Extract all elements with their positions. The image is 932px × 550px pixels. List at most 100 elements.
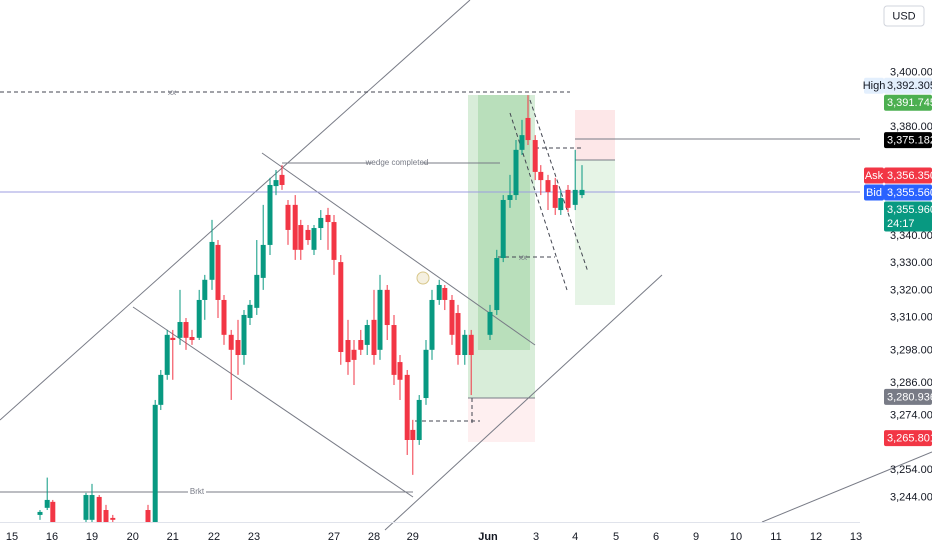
candle-body	[552, 184, 558, 208]
short-target-zone	[575, 160, 615, 305]
y-tick-label: 3,298.000	[890, 344, 932, 356]
candle-body	[558, 198, 564, 211]
candle-body	[260, 244, 266, 278]
candle-body	[384, 289, 390, 326]
candle-body	[351, 349, 357, 360]
channel-lower	[384, 274, 663, 531]
y-tick-label: 3,340.000	[890, 230, 932, 242]
candle	[423, 340, 429, 405]
candle	[89, 483, 95, 522]
candle-body	[202, 279, 208, 300]
candle-body	[545, 180, 551, 193]
candle-body	[494, 258, 500, 311]
y-tick-label: 3,330.000	[890, 257, 932, 269]
candle	[96, 495, 102, 522]
candle	[221, 295, 227, 345]
candle-body	[423, 349, 429, 399]
short-stop-zone	[575, 110, 615, 160]
candle-body	[183, 322, 189, 338]
candle-body	[103, 510, 109, 522]
candle-body	[565, 189, 571, 208]
candle-body	[311, 228, 317, 250]
x-tick-label: 6	[653, 531, 659, 543]
candle-body	[429, 299, 435, 350]
candle	[285, 199, 291, 245]
candle	[579, 165, 585, 199]
data-layer: 15 16 19 20 21 22 23 27 28 29 Jun 3 4 5 6 9 10 11 12 13 3,24…	[6, 66, 932, 543]
candle	[164, 329, 170, 380]
candle-body	[318, 217, 324, 229]
candle	[298, 219, 304, 260]
candle	[416, 395, 422, 445]
candle-body	[292, 204, 298, 250]
candle	[338, 255, 344, 365]
currency-label[interactable]: USD	[892, 10, 915, 22]
candle	[558, 189, 564, 215]
candle-body	[196, 299, 202, 338]
x-tick-label: Jun	[478, 531, 498, 543]
candle	[436, 279, 442, 305]
currency-button[interactable]	[883, 5, 925, 27]
candle	[462, 329, 468, 365]
candle-body	[83, 495, 89, 520]
x-tick-label: 5	[613, 531, 619, 543]
candle	[325, 207, 331, 250]
candle-body	[158, 374, 164, 405]
trend-line	[761, 451, 932, 523]
x-tick-label: 21	[167, 531, 179, 543]
wedge-lower	[132, 306, 414, 498]
annotation: xx	[168, 88, 176, 97]
candle	[358, 329, 364, 355]
price-label: 3,355.560	[887, 187, 932, 199]
candle-body	[416, 399, 422, 440]
candle	[209, 219, 215, 290]
x-tick-label: 29	[407, 531, 419, 543]
y-tick-label: 3,400.000	[890, 66, 932, 78]
price-label-box	[884, 201, 932, 232]
candle	[152, 399, 158, 522]
candle	[241, 310, 247, 365]
candle	[538, 165, 544, 196]
price-label: 3,375.182	[887, 134, 932, 146]
candle	[267, 177, 273, 256]
candle	[468, 329, 474, 396]
price-label-box	[884, 167, 932, 184]
candle	[442, 284, 448, 311]
candle	[532, 135, 538, 181]
price-label-box	[884, 430, 932, 447]
candle	[318, 210, 324, 241]
candle	[572, 149, 578, 211]
price-label-box	[884, 388, 932, 405]
candle	[364, 319, 370, 355]
candle-body	[468, 334, 474, 355]
candle	[44, 477, 50, 511]
price-label: 3,280.936	[887, 391, 932, 403]
x-tick-label: 27	[328, 531, 340, 543]
candle-body	[228, 334, 234, 350]
candle-body	[254, 274, 260, 308]
candle-body	[285, 204, 291, 230]
logo	[416, 271, 430, 285]
price-label: 3,391.745	[887, 97, 932, 109]
candle-body	[325, 214, 331, 223]
candle	[177, 289, 183, 345]
candle-body	[579, 189, 585, 196]
candle	[455, 304, 461, 365]
x-tick-label: 11	[770, 531, 781, 543]
price-label: 3,392.305	[887, 80, 932, 92]
y-tick-label: 3,286.000	[890, 377, 932, 389]
candle-body	[298, 225, 304, 250]
candle-body	[519, 135, 525, 150]
price-tag: Bid	[866, 187, 882, 199]
candle-body	[507, 195, 513, 200]
candle	[305, 225, 311, 245]
dashed-trend	[529, 99, 589, 273]
candle	[552, 177, 558, 215]
candle-body	[177, 322, 183, 338]
price-label-box	[884, 77, 932, 94]
stop-zone	[468, 398, 535, 442]
price-tag-box	[864, 167, 884, 184]
y-tick-label: 3,244.000	[890, 491, 932, 503]
price-tag-box	[864, 77, 884, 94]
